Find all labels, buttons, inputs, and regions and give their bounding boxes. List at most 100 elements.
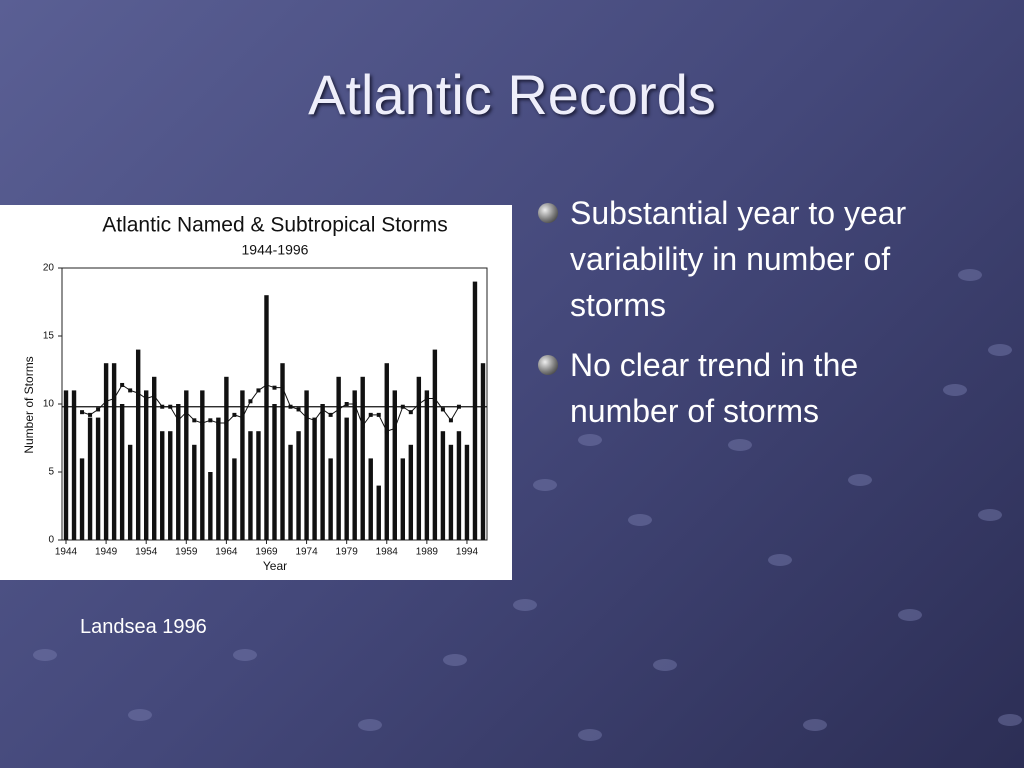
line-point [120, 382, 125, 387]
chart-subtitle: 1944-1996 [242, 242, 309, 258]
bar [464, 444, 470, 540]
line-point [248, 399, 253, 404]
line-point [128, 388, 133, 393]
line-point [192, 418, 197, 423]
bar [143, 390, 149, 540]
line-point [280, 385, 285, 390]
caption: Landsea 1996 [80, 616, 207, 638]
line-point [320, 407, 325, 412]
line-point [224, 421, 229, 426]
bar [440, 431, 446, 540]
bar [400, 458, 406, 540]
line-point [256, 388, 261, 393]
line-point [432, 396, 437, 401]
bar [344, 417, 349, 540]
bar [328, 458, 333, 540]
bar [79, 458, 85, 540]
x-tick-label: 1979 [336, 547, 359, 558]
chart: Atlantic Named & Subtropical Storms 1944… [0, 205, 512, 580]
bar [168, 431, 173, 540]
bar [192, 444, 197, 540]
x-tick-label: 1944 [55, 547, 78, 558]
line-point [424, 396, 429, 401]
bullet: No clear trend in the number of storms [535, 342, 935, 434]
line-point [368, 412, 373, 417]
bullet-text: Substantial year to year variability in … [570, 195, 907, 323]
line-point [312, 418, 317, 423]
line-point [336, 407, 341, 412]
bar [360, 376, 365, 540]
bar [135, 349, 141, 540]
bar [176, 404, 181, 540]
bar [216, 417, 221, 540]
x-tick-label: 1989 [416, 547, 439, 558]
line-point [88, 412, 93, 417]
bar [248, 431, 253, 540]
y-tick-label: 0 [48, 535, 54, 546]
bar [432, 349, 438, 540]
bar [200, 390, 205, 540]
x-tick-label: 1974 [295, 547, 318, 558]
bar [312, 417, 317, 540]
x-tick-label: 1994 [456, 547, 479, 558]
bar [280, 363, 285, 540]
x-tick-label: 1959 [175, 547, 198, 558]
bar [424, 390, 430, 540]
bar [320, 404, 325, 540]
line-point [216, 421, 221, 426]
y-tick-label: 10 [43, 399, 55, 410]
bar [336, 376, 341, 540]
bar [288, 444, 293, 540]
line-point [208, 418, 213, 423]
line-point [304, 415, 309, 420]
line-point [360, 423, 365, 428]
line-point [176, 418, 181, 423]
bar [448, 444, 454, 540]
bar [95, 417, 101, 540]
line-point [352, 402, 357, 406]
bar [63, 390, 69, 540]
bar [472, 281, 478, 540]
line-point [200, 421, 205, 426]
bar [296, 431, 301, 540]
line-point [240, 415, 245, 420]
line-point [136, 391, 141, 396]
line-point [232, 412, 237, 417]
bar [304, 390, 309, 540]
line-point [184, 410, 189, 415]
bar [224, 376, 229, 540]
line-point [296, 407, 301, 412]
bar [184, 390, 189, 540]
line-point [392, 426, 397, 431]
line-point [104, 399, 109, 404]
bar [71, 390, 77, 540]
line-point [144, 396, 149, 401]
bar [456, 431, 462, 540]
bar [208, 472, 213, 540]
chart-title: Atlantic Named & Subtropical Storms [102, 214, 447, 237]
x-tick-label: 1954 [135, 547, 158, 558]
line-point [448, 418, 453, 423]
line-point [272, 385, 277, 390]
bar [152, 376, 157, 540]
y-tick-label: 15 [43, 331, 55, 342]
bar [103, 363, 109, 540]
line-point [112, 396, 117, 401]
line-point [384, 429, 389, 434]
bar [392, 390, 397, 540]
bullet-text: No clear trend in the number of storms [570, 347, 859, 429]
line-point [152, 393, 157, 398]
bar [416, 376, 422, 540]
bar [272, 404, 277, 540]
bar [119, 404, 125, 540]
x-axis-label: Year [263, 559, 287, 573]
bar [376, 485, 381, 540]
x-tick-label: 1949 [95, 547, 118, 558]
bar [352, 390, 357, 540]
x-tick-label: 1964 [215, 547, 238, 558]
bar [256, 431, 261, 540]
bar [232, 458, 237, 540]
bullet: Substantial year to year variability in … [535, 190, 935, 328]
